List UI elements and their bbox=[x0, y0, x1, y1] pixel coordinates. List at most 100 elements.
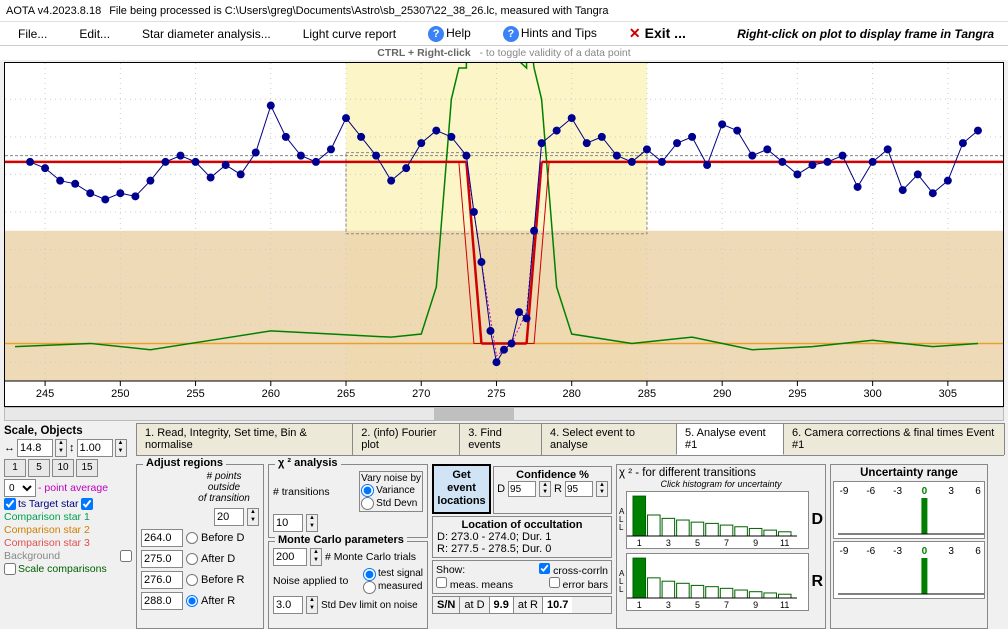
menu-light-curve-report[interactable]: Light curve report bbox=[289, 25, 410, 43]
unc-d[interactable]: -9 -6 -3 0 3 6 bbox=[833, 481, 985, 539]
before-r-radio[interactable] bbox=[186, 574, 198, 586]
mc-sd-spin[interactable]: ▲▼ bbox=[306, 596, 318, 614]
scale-y-input[interactable] bbox=[77, 439, 113, 457]
conf-d-input[interactable] bbox=[508, 481, 536, 497]
scale-y-spin[interactable]: ▲▼ bbox=[115, 439, 127, 457]
svg-text:3: 3 bbox=[666, 538, 671, 548]
svg-text:3: 3 bbox=[666, 600, 671, 610]
hist-title: χ ² - for different transitions bbox=[619, 467, 823, 479]
hints-icon: ? bbox=[503, 26, 519, 42]
menubar: File... Edit... Star diameter analysis..… bbox=[0, 22, 1008, 46]
svg-text:9: 9 bbox=[753, 600, 758, 610]
conf-r-input[interactable] bbox=[565, 481, 593, 497]
get-event-button[interactable]: Get event locations bbox=[432, 464, 491, 514]
avg-select[interactable]: 0 bbox=[4, 479, 36, 497]
after-d-radio[interactable] bbox=[186, 553, 198, 565]
tab-5[interactable]: 5. Analyse event #1 bbox=[676, 423, 784, 455]
svg-text:3: 3 bbox=[948, 486, 954, 497]
test-signal-radio[interactable] bbox=[363, 568, 376, 581]
variance-radio[interactable] bbox=[361, 484, 374, 497]
menu-help[interactable]: ?Help bbox=[414, 24, 485, 44]
svg-text:-6: -6 bbox=[866, 486, 875, 497]
legend-bg-check[interactable] bbox=[120, 550, 132, 562]
unc-r[interactable]: -9-6-3036 bbox=[833, 541, 985, 599]
close-icon: ✕ bbox=[629, 25, 641, 41]
menu-edit[interactable]: Edit... bbox=[65, 25, 124, 43]
svg-text:255: 255 bbox=[186, 388, 204, 400]
tab-1[interactable]: 1. Read, Integrity, Set time, Bin & norm… bbox=[136, 423, 353, 455]
chi2-histogram-panel: χ ² - for different transitions Click hi… bbox=[616, 464, 826, 629]
scale-x-spin[interactable]: ▲▼ bbox=[55, 439, 67, 457]
menu-exit[interactable]: ✕Exit ... bbox=[615, 23, 700, 44]
ntrans-spin[interactable]: ▲▼ bbox=[247, 508, 259, 526]
svg-text:6: 6 bbox=[975, 486, 981, 497]
chi2-group: χ ² analysis # transitions Vary noise by… bbox=[268, 464, 428, 538]
tab-strip: 1. Read, Integrity, Set time, Bin & norm… bbox=[136, 423, 1004, 456]
svg-text:280: 280 bbox=[563, 388, 581, 400]
svg-text:265: 265 bbox=[337, 388, 355, 400]
light-curve-plot[interactable]: 245250255260265270275280285290295300305 bbox=[4, 62, 1004, 407]
before-d-val[interactable] bbox=[141, 529, 183, 547]
menu-file[interactable]: File... bbox=[4, 25, 61, 43]
after-r-radio[interactable] bbox=[186, 595, 198, 607]
svg-text:-3: -3 bbox=[893, 486, 902, 497]
svg-text:1: 1 bbox=[637, 600, 642, 610]
tab-6[interactable]: 6. Camera corrections & final times Even… bbox=[783, 423, 1005, 455]
help-icon: ? bbox=[428, 26, 444, 42]
means-check[interactable] bbox=[436, 577, 447, 588]
plot-scrollbar[interactable] bbox=[4, 407, 1004, 421]
mc-trials-spin[interactable]: ▲▼ bbox=[310, 548, 322, 566]
ntrans-input[interactable] bbox=[214, 508, 244, 526]
legend-target-check[interactable] bbox=[4, 498, 16, 510]
hist-r[interactable]: 1357911 bbox=[626, 553, 809, 611]
show-options: Show: cross-corrln meas. means error bar… bbox=[432, 560, 612, 594]
scrollbar-thumb[interactable] bbox=[434, 408, 514, 420]
menu-hints[interactable]: ?Hints and Tips bbox=[489, 24, 611, 44]
zoom-15[interactable]: 15 bbox=[76, 459, 98, 477]
adjust-title: Adjust regions bbox=[143, 457, 226, 469]
sub-hint: CTRL + Right-click - to toggle validity … bbox=[0, 46, 1008, 60]
arrows-v-icon: ↕ bbox=[69, 442, 75, 454]
svg-text:305: 305 bbox=[939, 388, 957, 400]
mc-trials-input[interactable] bbox=[273, 548, 307, 566]
svg-text:-6: -6 bbox=[866, 546, 875, 557]
event-results-panel: Get event locations Confidence % D ▲▼ R … bbox=[432, 464, 612, 629]
svg-text:250: 250 bbox=[111, 388, 129, 400]
svg-text:11: 11 bbox=[780, 538, 789, 548]
measured-radio[interactable] bbox=[363, 581, 376, 594]
chi2-ntrans-input[interactable] bbox=[273, 514, 303, 532]
zoom-1[interactable]: 1 bbox=[4, 459, 26, 477]
svg-text:0: 0 bbox=[922, 486, 928, 497]
sn-row: S/N at D 9.9 at R 10.7 bbox=[432, 596, 612, 614]
menu-star-diameter[interactable]: Star diameter analysis... bbox=[128, 25, 285, 43]
zoom-10[interactable]: 10 bbox=[52, 459, 74, 477]
tab-2[interactable]: 2. (info) Fourier plot bbox=[352, 423, 460, 455]
svg-text:-9: -9 bbox=[840, 486, 849, 497]
tab-3[interactable]: 3. Find events bbox=[459, 423, 542, 455]
location-box: Location of occultation D: 273.0 - 274.0… bbox=[432, 516, 612, 558]
svg-text:0: 0 bbox=[922, 546, 928, 557]
before-r-val[interactable] bbox=[141, 571, 183, 589]
err-check[interactable] bbox=[549, 577, 560, 588]
legend-sc-check[interactable] bbox=[4, 563, 16, 575]
before-d-radio[interactable] bbox=[186, 532, 198, 544]
sn-d-value: 9.9 bbox=[490, 597, 514, 613]
mc-sd-input[interactable] bbox=[273, 596, 303, 614]
cross-check[interactable] bbox=[539, 563, 550, 574]
after-d-val[interactable] bbox=[141, 550, 183, 568]
tab-4[interactable]: 4. Select event to analyse bbox=[541, 423, 677, 455]
after-r-val[interactable] bbox=[141, 592, 183, 610]
chi2-ntrans-spin[interactable]: ▲▼ bbox=[306, 514, 318, 532]
scale-x-input[interactable] bbox=[17, 439, 53, 457]
uncertainty-panel: Uncertainty range -9-6-3036 -9-6-3036 bbox=[830, 464, 988, 629]
stddev-radio[interactable] bbox=[361, 497, 374, 510]
legend-point-avg: - point average bbox=[38, 482, 108, 494]
conf-title: Confidence % bbox=[497, 469, 608, 481]
svg-text:270: 270 bbox=[412, 388, 430, 400]
legend-target-check2[interactable] bbox=[81, 498, 93, 510]
zoom-5[interactable]: 5 bbox=[28, 459, 50, 477]
hist-d[interactable]: 1357911 bbox=[626, 491, 809, 549]
outside-label: # points outside of transition bbox=[189, 471, 259, 504]
zoom-buttons: 1 5 10 15 bbox=[4, 459, 132, 477]
scale-objects-panel: Scale, Objects ↔ ▲▼ ↕ ▲▼ 1 5 10 15 0- po… bbox=[4, 423, 132, 576]
